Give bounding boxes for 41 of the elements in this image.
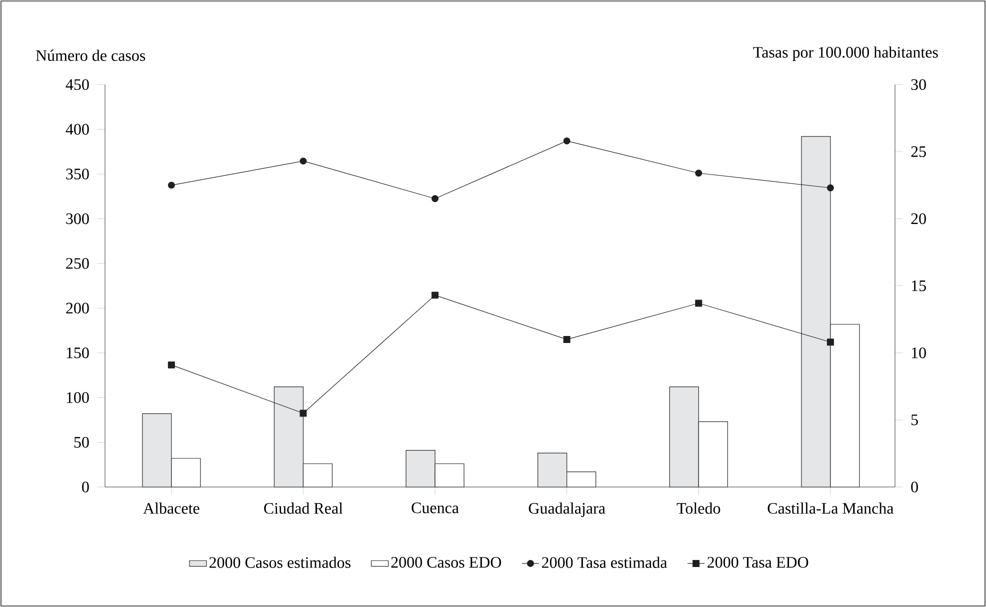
y2-tick-label: 30: [911, 79, 926, 90]
x-tick-label: Albacete: [143, 502, 200, 514]
y-axis-title: Número de casos: [36, 50, 146, 61]
y-tick-label: 0: [82, 482, 89, 492]
y-tick-label: 450: [66, 79, 89, 90]
x-tick-label: Guadalajara: [528, 502, 606, 518]
x-tick-label: Cuenca: [412, 502, 459, 514]
y-tick-label: 200: [66, 302, 89, 314]
point: [563, 137, 570, 144]
legend-label: 2000 Casos EDO: [391, 556, 502, 568]
y2-tick-label: 20: [911, 213, 926, 224]
point: [563, 336, 570, 343]
y2-tick-label: 15: [912, 280, 926, 292]
x-tick-label: Castilla-La Mancha: [768, 502, 894, 514]
point: [300, 158, 307, 165]
y-tick-label: 150: [66, 347, 89, 358]
y2-tick-label: 25: [911, 146, 926, 158]
y-tick-label: 400: [66, 124, 89, 135]
y2-axis-title: Tasas por 100.000 habitantes: [753, 46, 938, 61]
y-tick-label: 350: [66, 168, 89, 180]
y-tick-label: 50: [74, 436, 89, 448]
y-tick-label: 250: [66, 258, 89, 269]
y2-tick-label: 0: [911, 482, 918, 492]
point: [826, 338, 834, 346]
point: [695, 170, 702, 177]
x-tick-label: Ciudad Real: [264, 502, 343, 514]
y-tick-label: 300: [66, 213, 89, 224]
legend-label: 2000 Tasa EDO: [708, 556, 808, 568]
point: [300, 410, 307, 417]
x-tick-label: Toledo: [676, 502, 720, 514]
point: [432, 195, 439, 202]
point: [168, 182, 175, 189]
point: [695, 300, 702, 307]
y2-tick-label: 10: [912, 347, 926, 358]
point: [168, 361, 175, 368]
legend-label: 2000 Casos estimados: [209, 556, 350, 568]
y-tick-label: 100: [66, 392, 89, 403]
legend-label: 2000 Tasa estimada: [542, 556, 668, 568]
point: [432, 292, 439, 299]
point: [826, 184, 834, 192]
y2-tick-label: 5: [911, 414, 918, 426]
